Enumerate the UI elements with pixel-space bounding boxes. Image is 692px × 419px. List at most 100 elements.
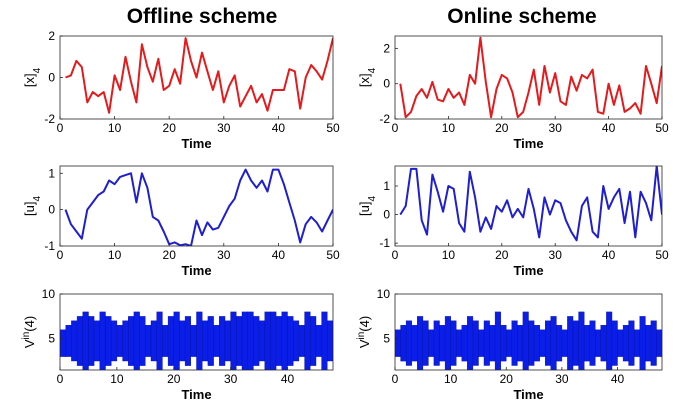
y-tick-label: 5 — [48, 332, 55, 346]
interval-bar — [567, 316, 574, 370]
interval-bars — [395, 311, 662, 370]
interval-bar — [167, 316, 175, 366]
y-tick-label: 0 — [383, 208, 390, 222]
interval-bar — [184, 316, 192, 366]
interval-bar — [617, 329, 624, 357]
x-tick-label: 30 — [549, 248, 563, 262]
interval-bar — [179, 320, 186, 362]
x-tick-label: 50 — [655, 248, 669, 262]
interval-bar — [494, 311, 501, 370]
axes-box — [59, 293, 334, 371]
x-tick-label: 0 — [57, 372, 64, 386]
interval-bar — [500, 325, 507, 362]
panel-online_v: 0 10 20 30 40 5 10 Time Vin(4) — [356, 287, 663, 402]
y-tick-label: 10 — [42, 287, 56, 301]
interval-bar — [511, 320, 518, 366]
x-tick-label: 30 — [217, 121, 231, 135]
interval-bar — [133, 311, 140, 370]
x-tick-label: 0 — [392, 372, 399, 386]
interval-bar — [213, 325, 220, 357]
interval-bar — [71, 320, 78, 362]
x-tick-label: 0 — [57, 248, 64, 262]
interval-bar — [162, 325, 169, 357]
y-axis-label-sub: 4 — [32, 196, 43, 202]
interval-bar — [578, 311, 585, 370]
x-tick-label: 40 — [602, 121, 616, 135]
interval-bar — [105, 316, 112, 366]
y-axis-label: Vin(4) — [356, 316, 373, 348]
y-axis-label-sub: 4 — [32, 67, 43, 73]
x-tick-label: 20 — [500, 372, 514, 386]
x-tick-label: 10 — [108, 248, 122, 262]
interval-bar — [219, 316, 226, 366]
x-tick-label: 30 — [217, 248, 231, 262]
interval-bar — [128, 316, 135, 366]
interval-bar — [298, 325, 305, 357]
interval-bar — [472, 320, 479, 366]
y-tick-label: -2 — [44, 112, 55, 126]
interval-bar — [634, 329, 641, 357]
interval-bar — [287, 316, 294, 366]
interval-bar — [422, 320, 429, 366]
interval-bar — [656, 329, 662, 357]
y-axis-label: Vin(4) — [21, 316, 38, 348]
interval-bar — [196, 311, 203, 370]
interval-bar — [428, 329, 435, 357]
interval-bar — [258, 320, 266, 362]
x-tick-label: 10 — [108, 121, 122, 135]
y-tick-label: 1 — [383, 179, 390, 193]
y-axis-label-main: V — [22, 339, 37, 348]
interval-bar — [506, 329, 513, 357]
interval-bar — [93, 320, 100, 362]
column-title-offline: Offline scheme — [127, 5, 278, 28]
y-tick-label: 0 — [48, 203, 55, 217]
x-axis-label: Time — [513, 263, 543, 278]
interval-bar — [650, 320, 657, 366]
interval-bar — [321, 311, 328, 370]
y-tick-label: -1 — [379, 236, 390, 250]
interval-bar — [545, 320, 552, 366]
y-axis-label-tail: (4) — [22, 316, 37, 332]
interval-bar — [150, 320, 157, 362]
interval-bar — [600, 325, 607, 362]
y-axis-label-main: [x] — [357, 73, 372, 87]
y-axis-label: [u]4 — [357, 196, 378, 216]
interval-bar — [489, 325, 496, 362]
interval-bar — [293, 320, 300, 362]
x-tick-label: 20 — [495, 121, 509, 135]
interval-bar — [173, 311, 180, 370]
interval-bar — [583, 325, 590, 362]
axes-box — [59, 165, 334, 247]
interval-bar — [145, 325, 152, 357]
y-tick-label: 10 — [377, 287, 391, 301]
interval-bar — [201, 320, 209, 362]
interval-bar — [433, 320, 440, 366]
y-axis-label-sub: 4 — [367, 196, 378, 202]
interval-bar — [60, 329, 66, 357]
interval-bar — [539, 329, 546, 357]
y-axis-label-tail: (4) — [357, 316, 372, 332]
interval-bar — [478, 329, 485, 357]
interval-bar — [611, 320, 618, 366]
interval-bar — [595, 329, 602, 357]
y-tick-label: 0 — [383, 77, 390, 91]
interval-bars — [60, 311, 333, 370]
interval-bar — [122, 320, 129, 362]
interval-bar — [275, 316, 283, 366]
interval-bar — [247, 311, 254, 370]
y-tick-label: -1 — [44, 239, 55, 253]
interval-bar — [417, 316, 424, 370]
interval-bar — [207, 316, 214, 366]
x-axis-label: Time — [513, 387, 543, 402]
interval-bar — [400, 325, 407, 362]
interval-bar — [139, 316, 146, 366]
x-tick-label: 50 — [655, 121, 669, 135]
series-line — [399, 166, 662, 242]
x-tick-label: 10 — [442, 121, 456, 135]
x-axis-label: Time — [513, 136, 543, 151]
interval-bar — [483, 320, 490, 366]
interval-bar — [88, 316, 95, 366]
interval-bar — [589, 320, 596, 366]
x-axis-label: Time — [181, 387, 211, 402]
